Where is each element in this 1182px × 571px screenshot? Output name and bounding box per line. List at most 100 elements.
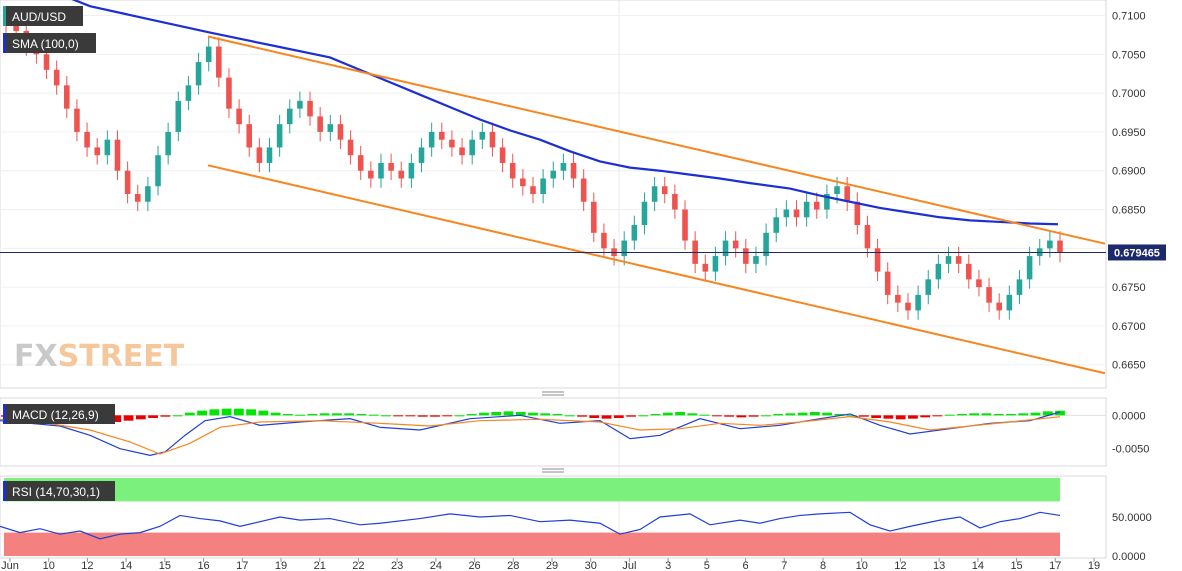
candlestick-series <box>3 6 1063 320</box>
candle-body <box>621 240 627 257</box>
candle-body <box>1006 294 1013 311</box>
macd-histogram-bar <box>687 413 698 416</box>
sma-legend[interactable]: SMA (100,0) <box>3 33 96 53</box>
rsi-legend[interactable]: RSI (14,70,30,1) <box>3 481 115 501</box>
time-tick-label: Jul <box>622 560 636 571</box>
time-tick-label: 12 <box>894 560 906 571</box>
price-tick-label: 0.6700 <box>1112 321 1146 333</box>
macd-histogram-bar <box>270 412 281 416</box>
price-tick-label: 0.6900 <box>1112 166 1146 178</box>
macd-histogram-bar <box>1042 411 1053 416</box>
macd-histogram-bar <box>111 415 122 422</box>
time-tick-label: 16 <box>197 560 209 571</box>
channel-upper-line <box>207 35 1106 245</box>
candle-body <box>773 217 780 233</box>
macd-histogram-bar <box>1030 412 1041 416</box>
macd-histogram-bar <box>172 415 183 417</box>
candle-body <box>226 77 232 109</box>
macd-histogram-bar <box>160 415 171 417</box>
candle-body <box>824 194 830 210</box>
macd-histogram-bar <box>699 414 710 416</box>
macd-histogram-bar <box>736 415 747 418</box>
current-price-marker: 0.679465 <box>1108 244 1166 261</box>
macd-histogram-bar <box>785 413 796 416</box>
macd-histogram-bar <box>282 414 293 416</box>
macd-histogram-bar <box>344 413 355 416</box>
macd-histogram-bar <box>834 414 845 416</box>
macd-histogram-bar <box>491 412 502 416</box>
candle-body <box>64 85 70 109</box>
candle-body <box>378 162 384 179</box>
macd-histogram-bar <box>417 415 428 417</box>
macd-histogram-bar <box>613 415 624 418</box>
time-tick-label: 19 <box>1088 560 1100 571</box>
macd-histogram-bar <box>650 414 661 416</box>
candle-body <box>520 178 526 187</box>
macd-legend[interactable]: MACD (12,26,9) <box>3 404 115 424</box>
candle-body <box>550 170 557 179</box>
time-tick-label: 5 <box>704 560 710 571</box>
candle-body <box>753 256 759 264</box>
macd-histogram-bar <box>184 412 195 416</box>
candle-body <box>631 225 638 241</box>
candle-body <box>935 263 942 280</box>
rsi-axis: 50.0000 0.0000 <box>1112 512 1152 563</box>
candle-body <box>499 147 506 163</box>
panel-resize-handle[interactable] <box>542 468 564 473</box>
candle-body <box>449 139 455 148</box>
candle-body <box>185 85 192 101</box>
macd-histogram-bar <box>797 412 808 416</box>
macd-histogram-bar <box>393 415 404 417</box>
candle-body <box>793 209 800 218</box>
price-tick-label: 0.7050 <box>1112 49 1146 61</box>
panel-resize-handle[interactable] <box>542 391 564 396</box>
candle-body <box>895 294 901 303</box>
time-tick-label: 22 <box>352 560 364 571</box>
time-tick-label: 3 <box>665 560 671 571</box>
macd-histogram-bar <box>920 415 931 418</box>
candle-body <box>74 108 80 132</box>
candle-body <box>976 279 982 288</box>
macd-histogram-bar <box>1055 410 1065 416</box>
candle-body <box>155 155 161 187</box>
candle-body <box>651 186 658 202</box>
time-tick-label: 29 <box>546 560 558 571</box>
candle-body <box>1047 240 1053 249</box>
time-tick-label: 24 <box>430 560 442 571</box>
time-tick-label: 28 <box>507 560 519 571</box>
price-tick-label: 0.7000 <box>1112 88 1146 100</box>
macd-histogram-bar <box>528 412 538 416</box>
macd-histogram-bar <box>711 415 722 417</box>
candle-body <box>601 232 607 249</box>
macd-histogram-bar <box>1006 414 1016 416</box>
macd-histogram-bar <box>662 412 673 416</box>
candle-body <box>509 162 516 179</box>
macd-histogram-bar <box>540 413 551 416</box>
candle-body <box>915 294 921 311</box>
candle-body <box>357 155 364 171</box>
time-tick-label: 15 <box>1010 560 1022 571</box>
candle-body <box>388 162 394 171</box>
macd-histogram-bar <box>430 415 440 417</box>
macd-histogram-bar <box>356 414 367 416</box>
candle-body <box>864 225 871 249</box>
macd-histogram-bar <box>981 413 992 416</box>
candle-body <box>276 124 283 148</box>
candle-body <box>124 170 131 194</box>
macd-histogram-bar <box>638 415 649 417</box>
macd-histogram-bar <box>626 415 636 417</box>
symbol-legend[interactable]: AUD/USD <box>3 6 83 26</box>
macd-histogram-bar <box>748 415 759 417</box>
candle-body <box>53 69 60 86</box>
macd-tick-label: 0.0000 <box>1112 410 1146 422</box>
macd-histogram-bar <box>209 409 220 416</box>
candle-body <box>84 131 90 148</box>
candle-body <box>205 46 212 63</box>
candle-body <box>945 256 952 264</box>
candle-body <box>317 116 323 132</box>
candle-body <box>783 209 790 218</box>
macd-histogram-bar <box>932 415 943 417</box>
candle-body <box>641 201 648 226</box>
candle-body <box>874 248 881 272</box>
candle-body <box>834 186 840 194</box>
